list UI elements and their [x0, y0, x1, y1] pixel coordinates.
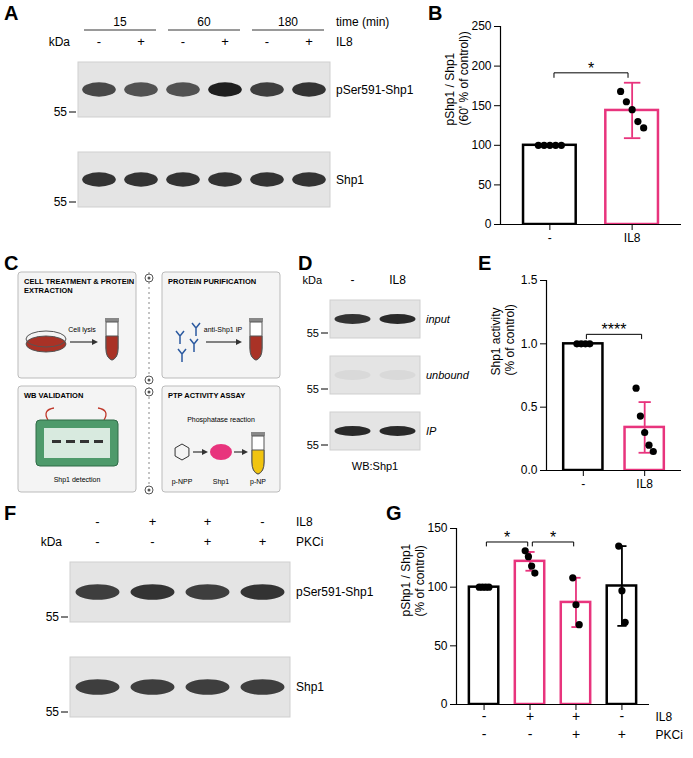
- svg-text:-: -: [150, 534, 154, 549]
- svg-text:pShp1 / Shp1(% of control): pShp1 / Shp1(% of control): [399, 543, 427, 616]
- svg-text:p-NPP: p-NPP: [172, 478, 193, 486]
- svg-text:-: -: [581, 477, 585, 491]
- svg-text:Cell lysis: Cell lysis: [68, 326, 96, 334]
- svg-text:IL8: IL8: [296, 515, 313, 529]
- svg-text:time (min): time (min): [336, 15, 389, 29]
- svg-text:-: -: [351, 273, 355, 287]
- svg-text:55: 55: [46, 705, 60, 719]
- html-text:E: E: [478, 252, 492, 274]
- svg-text:-: -: [97, 34, 101, 49]
- svg-text:pSer591-Shp1: pSer591-Shp1: [296, 585, 374, 599]
- svg-text:+: +: [305, 34, 313, 49]
- svg-text:-: -: [265, 34, 269, 49]
- svg-text:Shp1 detection: Shp1 detection: [54, 476, 101, 484]
- svg-text:input: input: [426, 313, 451, 325]
- svg-text:0.0: 0.0: [521, 463, 538, 477]
- svg-text:+: +: [204, 514, 212, 529]
- svg-text:*: *: [550, 529, 556, 546]
- svg-text:+: +: [572, 708, 580, 724]
- svg-text:pShp1 / Shp1(60' % of control): pShp1 / Shp1(60' % of control)): [443, 31, 471, 125]
- svg-text:1.0: 1.0: [521, 337, 538, 351]
- svg-text:15: 15: [113, 15, 127, 29]
- svg-text:55: 55: [54, 195, 68, 209]
- svg-text:CELL TREATMENT & PROTEIN: CELL TREATMENT & PROTEIN: [24, 277, 134, 286]
- svg-text:55: 55: [54, 105, 68, 119]
- svg-text:IL8: IL8: [636, 477, 653, 491]
- svg-text:-: -: [548, 231, 552, 245]
- svg-text:+: +: [221, 34, 229, 49]
- svg-text:55: 55: [307, 383, 319, 395]
- svg-text:IP: IP: [426, 425, 437, 437]
- svg-text:p-NP: p-NP: [250, 478, 266, 486]
- svg-text:PKCi: PKCi: [656, 728, 683, 742]
- svg-text:unbound: unbound: [426, 369, 470, 381]
- html-text:A: A: [4, 2, 19, 24]
- svg-text:-: -: [482, 708, 487, 724]
- svg-text:+: +: [259, 534, 267, 549]
- svg-text:150: 150: [427, 521, 447, 535]
- svg-text:100: 100: [471, 138, 491, 152]
- svg-text:180: 180: [278, 15, 298, 29]
- svg-text:PTP ACTIVITY ASSAY: PTP ACTIVITY ASSAY: [168, 391, 245, 400]
- svg-text:kDa: kDa: [49, 35, 71, 49]
- svg-text:+: +: [526, 708, 534, 724]
- html-text:G: G: [386, 502, 402, 524]
- svg-text:250: 250: [471, 19, 491, 33]
- svg-text:+: +: [572, 726, 580, 742]
- svg-text:100: 100: [427, 580, 447, 594]
- html-text:F: F: [4, 502, 17, 524]
- svg-text:EXTRACTION: EXTRACTION: [24, 286, 73, 295]
- svg-text:Shp1: Shp1: [336, 173, 364, 187]
- svg-text:anti-Shp1 IP: anti-Shp1 IP: [204, 326, 243, 334]
- svg-text:0: 0: [441, 697, 448, 711]
- svg-text:IL8: IL8: [336, 35, 353, 49]
- svg-text:PROTEIN PURIFICATION: PROTEIN PURIFICATION: [168, 277, 256, 286]
- html-text:C: C: [4, 252, 19, 274]
- svg-text:+: +: [204, 534, 212, 549]
- svg-text:kDa: kDa: [41, 535, 63, 549]
- svg-text:Shp1: Shp1: [213, 478, 229, 486]
- svg-text:WB VALIDATION: WB VALIDATION: [24, 391, 83, 400]
- svg-text:50: 50: [434, 639, 448, 653]
- svg-text:Phosphatase reaction: Phosphatase reaction: [187, 416, 255, 424]
- svg-text:55: 55: [307, 327, 319, 339]
- svg-text:50: 50: [478, 178, 492, 192]
- svg-text:****: ****: [602, 321, 627, 338]
- svg-text:1.5: 1.5: [521, 273, 538, 287]
- svg-text:*: *: [504, 529, 510, 546]
- svg-text:-: -: [482, 726, 487, 742]
- svg-text:-: -: [620, 708, 625, 724]
- svg-text:+: +: [149, 514, 157, 529]
- svg-text:-: -: [95, 534, 99, 549]
- svg-text:60: 60: [197, 15, 211, 29]
- svg-text:Shp1: Shp1: [296, 680, 324, 694]
- svg-text:0: 0: [485, 217, 492, 231]
- svg-text:PKCi: PKCi: [296, 535, 323, 549]
- svg-text:IL8: IL8: [656, 710, 673, 724]
- svg-text:+: +: [618, 726, 626, 742]
- svg-text:-: -: [260, 514, 264, 529]
- svg-text:55: 55: [46, 610, 60, 624]
- svg-text:55: 55: [307, 439, 319, 451]
- svg-text:kDa: kDa: [302, 274, 322, 286]
- svg-text:*: *: [588, 60, 594, 77]
- html-text:D: D: [298, 252, 313, 274]
- svg-text:200: 200: [471, 59, 491, 73]
- svg-text:IL8: IL8: [624, 231, 641, 245]
- svg-text:0.5: 0.5: [521, 400, 538, 414]
- html-text:B: B: [428, 2, 443, 24]
- svg-text:Shp1 activity(% of control): Shp1 activity(% of control): [489, 304, 517, 375]
- svg-text:-: -: [181, 34, 185, 49]
- svg-text:+: +: [137, 34, 145, 49]
- svg-text:-: -: [95, 514, 99, 529]
- svg-text:IL8: IL8: [389, 273, 406, 287]
- svg-text:150: 150: [471, 99, 491, 113]
- svg-text:WB:Shp1: WB:Shp1: [352, 460, 398, 472]
- svg-text:pSer591-Shp1: pSer591-Shp1: [336, 83, 414, 97]
- svg-text:-: -: [528, 726, 533, 742]
